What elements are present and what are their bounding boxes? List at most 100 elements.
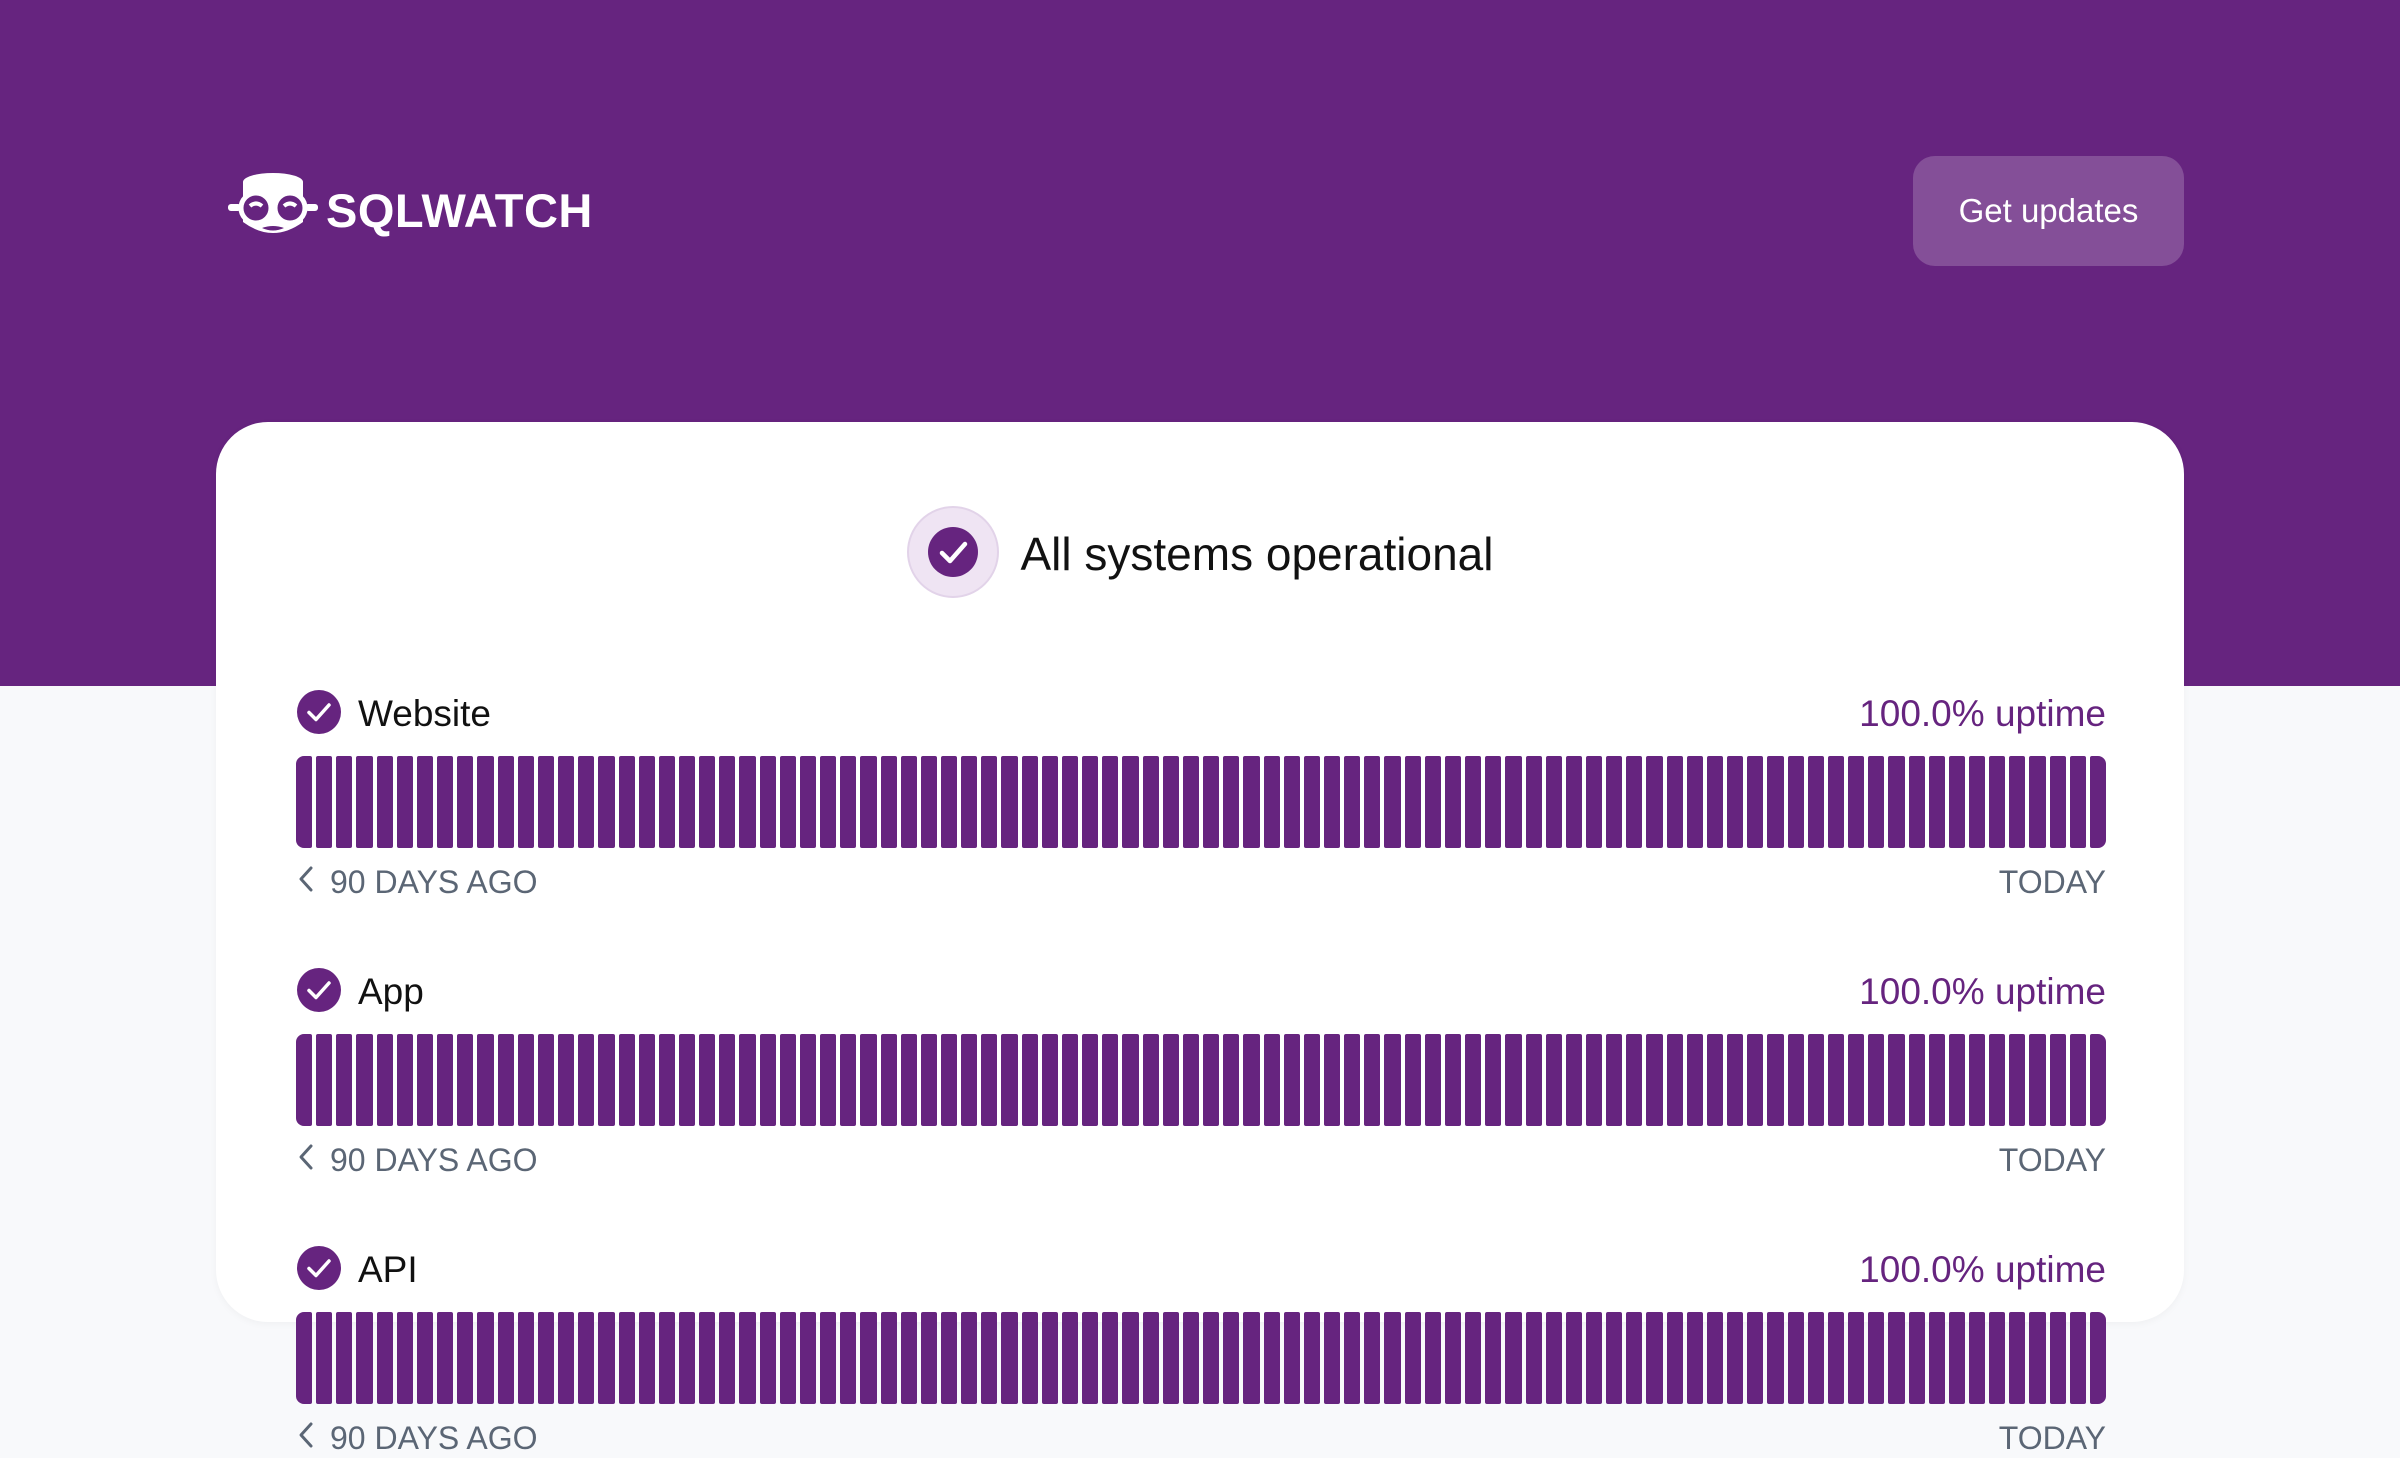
uptime-day-bar[interactable] — [1102, 1312, 1119, 1404]
uptime-day-bar[interactable] — [1666, 756, 1683, 848]
uptime-day-bar[interactable] — [1525, 756, 1542, 848]
uptime-day-bar[interactable] — [961, 756, 978, 848]
uptime-day-bar[interactable] — [981, 1034, 998, 1126]
uptime-day-bar[interactable] — [860, 1312, 877, 1404]
chevron-left-icon[interactable] — [296, 864, 316, 901]
uptime-day-bar[interactable] — [1384, 756, 1401, 848]
uptime-day-bar[interactable] — [437, 1034, 454, 1126]
uptime-day-bar[interactable] — [1848, 756, 1865, 848]
uptime-day-bar[interactable] — [759, 1034, 776, 1126]
uptime-day-bar[interactable] — [941, 756, 958, 848]
uptime-day-bar[interactable] — [1706, 1312, 1724, 1404]
uptime-day-bar[interactable] — [1807, 1034, 1824, 1126]
uptime-day-bar[interactable] — [477, 756, 494, 848]
uptime-day-bar[interactable] — [356, 1312, 373, 1404]
uptime-day-bar[interactable] — [1102, 1034, 1119, 1126]
uptime-day-bar[interactable] — [1868, 1034, 1885, 1126]
uptime-day-bar[interactable] — [376, 1312, 393, 1404]
uptime-day-bar[interactable] — [678, 756, 696, 848]
uptime-day-bar[interactable] — [457, 756, 474, 848]
uptime-day-bar[interactable] — [558, 1312, 575, 1404]
uptime-day-bar[interactable] — [1888, 1034, 1905, 1126]
uptime-day-bar[interactable] — [1364, 756, 1381, 848]
uptime-day-bar[interactable] — [1223, 1034, 1240, 1126]
uptime-day-bar[interactable] — [658, 1034, 675, 1126]
uptime-day-bar[interactable] — [1424, 1312, 1441, 1404]
uptime-day-bar[interactable] — [296, 1034, 313, 1126]
uptime-day-bar[interactable] — [1021, 756, 1038, 848]
uptime-day-bar[interactable] — [296, 1312, 313, 1404]
uptime-day-bar[interactable] — [1686, 756, 1703, 848]
uptime-day-bar[interactable] — [1485, 1034, 1502, 1126]
uptime-day-bar[interactable] — [416, 1312, 434, 1404]
uptime-day-bar[interactable] — [678, 1312, 696, 1404]
uptime-day-bar[interactable] — [678, 1034, 696, 1126]
uptime-day-bar[interactable] — [2049, 1312, 2066, 1404]
uptime-day-bar[interactable] — [1444, 1034, 1462, 1126]
uptime-day-bar[interactable] — [1424, 756, 1441, 848]
uptime-day-bar[interactable] — [1827, 1312, 1845, 1404]
uptime-day-bar[interactable] — [1001, 1312, 1018, 1404]
uptime-day-bar[interactable] — [880, 1034, 897, 1126]
uptime-day-bar[interactable] — [699, 1034, 716, 1126]
uptime-day-bar[interactable] — [2049, 756, 2066, 848]
uptime-day-bar[interactable] — [779, 756, 796, 848]
uptime-day-bar[interactable] — [296, 756, 313, 848]
uptime-day-bar[interactable] — [2049, 1034, 2066, 1126]
uptime-day-bar[interactable] — [699, 1312, 716, 1404]
uptime-day-bar[interactable] — [497, 1034, 514, 1126]
uptime-day-bar[interactable] — [1384, 1034, 1401, 1126]
uptime-day-bar[interactable] — [1364, 1312, 1381, 1404]
uptime-day-bar[interactable] — [1364, 1034, 1381, 1126]
uptime-day-bar[interactable] — [1848, 1034, 1865, 1126]
uptime-day-bar[interactable] — [1344, 1034, 1361, 1126]
uptime-day-bar[interactable] — [699, 756, 716, 848]
uptime-day-bar[interactable] — [1384, 1312, 1401, 1404]
uptime-day-bar[interactable] — [1283, 756, 1300, 848]
uptime-day-bar[interactable] — [1001, 1034, 1018, 1126]
uptime-day-bar[interactable] — [1041, 756, 1058, 848]
uptime-day-bar[interactable] — [658, 1312, 675, 1404]
uptime-day-bar[interactable] — [799, 756, 817, 848]
uptime-day-bar[interactable] — [1001, 756, 1018, 848]
uptime-day-bar[interactable] — [1203, 1034, 1220, 1126]
uptime-day-bar[interactable] — [1344, 756, 1361, 848]
uptime-day-bar[interactable] — [477, 1312, 494, 1404]
uptime-day-bar[interactable] — [1666, 1312, 1683, 1404]
uptime-day-bar[interactable] — [2069, 1034, 2086, 1126]
uptime-day-bar[interactable] — [356, 1034, 373, 1126]
uptime-day-bar[interactable] — [799, 1312, 817, 1404]
uptime-day-bar[interactable] — [779, 1034, 796, 1126]
uptime-day-bar[interactable] — [1344, 1312, 1361, 1404]
uptime-day-bar[interactable] — [1404, 1034, 1421, 1126]
uptime-day-bar[interactable] — [497, 756, 514, 848]
uptime-day-bar[interactable] — [840, 1034, 857, 1126]
uptime-day-bar[interactable] — [578, 1034, 595, 1126]
uptime-day-bar[interactable] — [779, 1312, 796, 1404]
uptime-day-bar[interactable] — [1303, 1312, 1320, 1404]
uptime-day-bar[interactable] — [1465, 1312, 1482, 1404]
uptime-day-bar[interactable] — [1162, 1034, 1179, 1126]
uptime-day-bar[interactable] — [1223, 1312, 1240, 1404]
uptime-day-bar[interactable] — [920, 1312, 937, 1404]
uptime-day-bar[interactable] — [1323, 756, 1341, 848]
uptime-day-bar[interactable] — [497, 1312, 514, 1404]
uptime-day-bar[interactable] — [860, 1034, 877, 1126]
uptime-day-bar[interactable] — [336, 756, 353, 848]
uptime-day-bar[interactable] — [1061, 756, 1079, 848]
uptime-day-bar[interactable] — [1545, 1034, 1562, 1126]
uptime-day-bar[interactable] — [1444, 756, 1462, 848]
uptime-day-bar[interactable] — [820, 1312, 837, 1404]
uptime-day-bar[interactable] — [618, 1312, 635, 1404]
uptime-day-bar[interactable] — [1888, 1312, 1905, 1404]
uptime-day-bar[interactable] — [1626, 1034, 1643, 1126]
uptime-day-bar[interactable] — [1182, 756, 1200, 848]
uptime-day-bar[interactable] — [1243, 1312, 1260, 1404]
uptime-day-bar[interactable] — [1505, 1312, 1522, 1404]
uptime-day-bar[interactable] — [1263, 1034, 1280, 1126]
uptime-day-bar[interactable] — [638, 1034, 655, 1126]
uptime-day-bar[interactable] — [1505, 1034, 1522, 1126]
uptime-day-bar[interactable] — [1968, 756, 1986, 848]
uptime-day-bar[interactable] — [1606, 1034, 1623, 1126]
uptime-day-bar[interactable] — [1787, 756, 1804, 848]
